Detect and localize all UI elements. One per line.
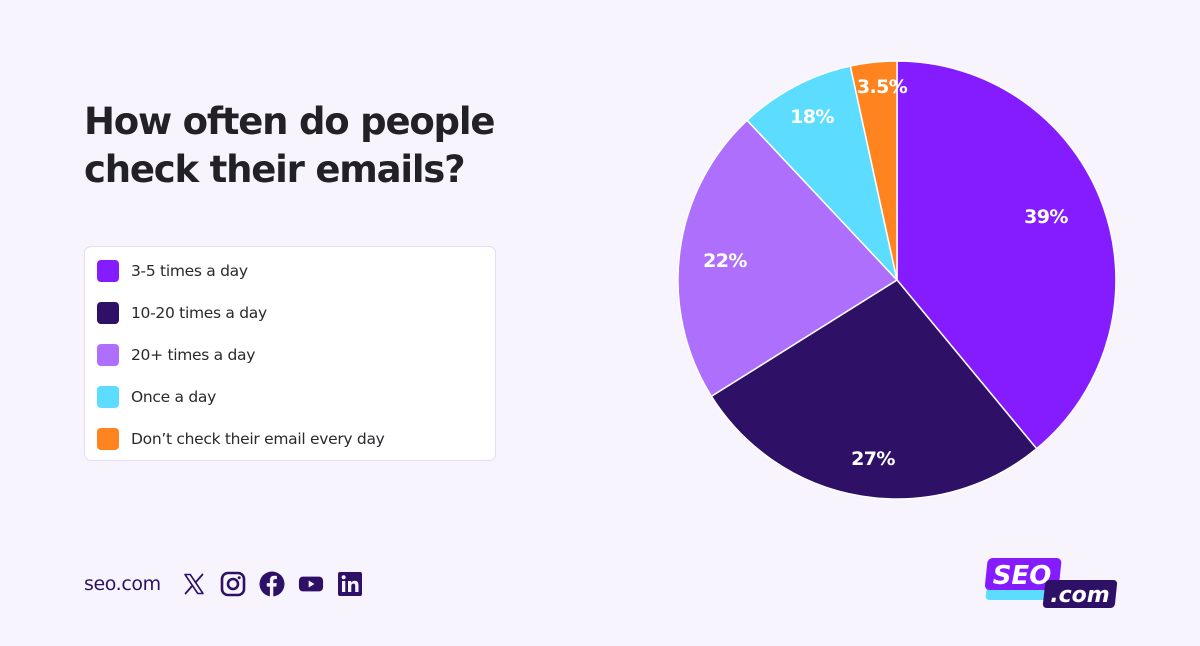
legend-item: 3-5 times a day (97, 260, 248, 282)
legend-swatch (97, 344, 119, 366)
logo-seo-text: SEO (993, 561, 1052, 591)
seo-com-logo[interactable]: SEO .com (984, 556, 1118, 612)
legend-swatch (97, 260, 119, 282)
legend-swatch (97, 428, 119, 450)
youtube-icon[interactable] (298, 571, 324, 597)
logo-com-text: .com (1050, 583, 1109, 608)
facebook-icon[interactable] (259, 571, 285, 597)
site-link[interactable]: seo.com (84, 573, 161, 595)
legend-item: Don’t check their email every day (97, 428, 385, 450)
legend-swatch (97, 302, 119, 324)
slice-label: 22% (703, 250, 747, 272)
slice-label: 39% (1024, 206, 1068, 228)
linkedin-icon[interactable] (337, 571, 363, 597)
pie-slice-3-5-times (896, 60, 1117, 450)
legend-label: 3-5 times a day (131, 262, 248, 280)
legend-label: 10-20 times a day (131, 304, 267, 322)
footer: seo.com (84, 570, 376, 598)
legend-label: Don’t check their email every day (131, 430, 385, 448)
legend-item: Once a day (97, 386, 216, 408)
legend-item: 10-20 times a day (97, 302, 267, 324)
pie-slice-10-20-times (710, 279, 1038, 500)
chart-legend: 3-5 times a day 10-20 times a day 20+ ti… (84, 246, 496, 461)
instagram-icon[interactable] (220, 571, 246, 597)
page-title: How often do people check their emails? (84, 100, 495, 191)
pie-slice-20-plus-times (677, 119, 898, 398)
slice-label: 3.5% (857, 76, 908, 98)
legend-label: 20+ times a day (131, 346, 256, 364)
pie-chart: 39% 27% 22% 18% 3.5% (670, 55, 1130, 505)
legend-label: Once a day (131, 388, 216, 406)
slice-label: 27% (851, 448, 895, 470)
pie-slice-once-a-day (746, 65, 898, 281)
legend-item: 20+ times a day (97, 344, 255, 366)
x-icon[interactable] (181, 571, 207, 597)
legend-swatch (97, 386, 119, 408)
pie-slice-not-every-day (849, 60, 898, 281)
slice-label: 18% (790, 106, 834, 128)
